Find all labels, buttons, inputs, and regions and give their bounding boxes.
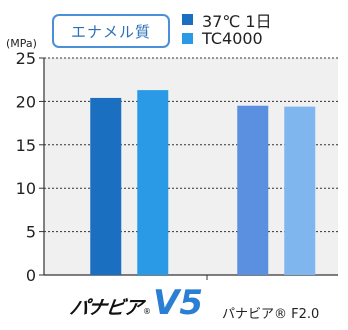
legend-label-37c-1day: 37℃ 1日 <box>202 11 272 31</box>
bar-f2-37c-1day <box>237 105 269 276</box>
y-axis-unit: (MPa) <box>6 37 37 50</box>
y-tick-label-20: 20 <box>16 92 36 111</box>
y-tick-label-10: 10 <box>16 179 36 198</box>
y-tick-label-15: 15 <box>16 136 36 155</box>
legend-item-37c-1day: 37℃ 1日 <box>182 10 272 31</box>
legend-label-tc4000: TC4000 <box>202 29 263 48</box>
brand-v5-text: パナビア <box>68 297 144 319</box>
legend-swatch-tc4000 <box>182 33 193 44</box>
y-tick-label-0: 0 <box>26 266 36 285</box>
brand-v5-logo: パナビア ® V5 <box>68 283 203 323</box>
y-tick-label-25: 25 <box>16 49 36 68</box>
brand-f2-label: パナビア® F2.0 <box>222 307 320 322</box>
enamel-label: エナメル質 <box>70 22 151 41</box>
enamel-label-box: エナメル質 <box>52 14 170 48</box>
legend-swatch-37c-1day <box>182 14 193 25</box>
legend: 37℃ 1日 TC4000 <box>182 10 272 48</box>
bar-v5-37c-1day <box>90 97 122 275</box>
bar-f2-tc4000 <box>284 106 316 275</box>
brand-v5-mark: V5 <box>153 283 203 323</box>
legend-item-tc4000: TC4000 <box>182 29 272 48</box>
brand-v5-reg: ® <box>143 307 152 316</box>
bar-v5-tc4000 <box>137 90 169 275</box>
y-tick-label-5: 5 <box>26 223 36 242</box>
